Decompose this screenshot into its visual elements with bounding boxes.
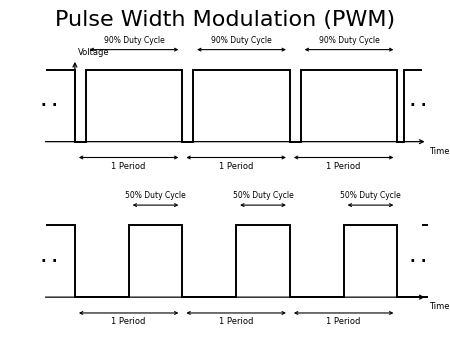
Text: Time: Time — [428, 302, 449, 311]
Text: · ·: · · — [40, 98, 57, 113]
Text: · ·: · · — [40, 254, 57, 269]
Text: 90% Duty Cycle: 90% Duty Cycle — [319, 35, 379, 45]
Text: 90% Duty Cycle: 90% Duty Cycle — [104, 35, 164, 45]
Text: 50% Duty Cycle: 50% Duty Cycle — [125, 191, 186, 200]
Text: · ·: · · — [410, 98, 427, 113]
Text: · ·: · · — [410, 254, 427, 269]
Text: 1 Period: 1 Period — [326, 162, 361, 171]
Text: 1 Period: 1 Period — [326, 317, 361, 326]
Text: 50% Duty Cycle: 50% Duty Cycle — [340, 191, 401, 200]
Text: 90% Duty Cycle: 90% Duty Cycle — [211, 35, 272, 45]
Text: Voltage: Voltage — [78, 48, 110, 57]
Text: 50% Duty Cycle: 50% Duty Cycle — [233, 191, 293, 200]
Text: Time: Time — [428, 147, 449, 156]
Text: Pulse Width Modulation (PWM): Pulse Width Modulation (PWM) — [55, 10, 395, 30]
Text: 1 Period: 1 Period — [219, 317, 253, 326]
Text: 1 Period: 1 Period — [219, 162, 253, 171]
Text: 1 Period: 1 Period — [112, 162, 146, 171]
Text: 1 Period: 1 Period — [112, 317, 146, 326]
